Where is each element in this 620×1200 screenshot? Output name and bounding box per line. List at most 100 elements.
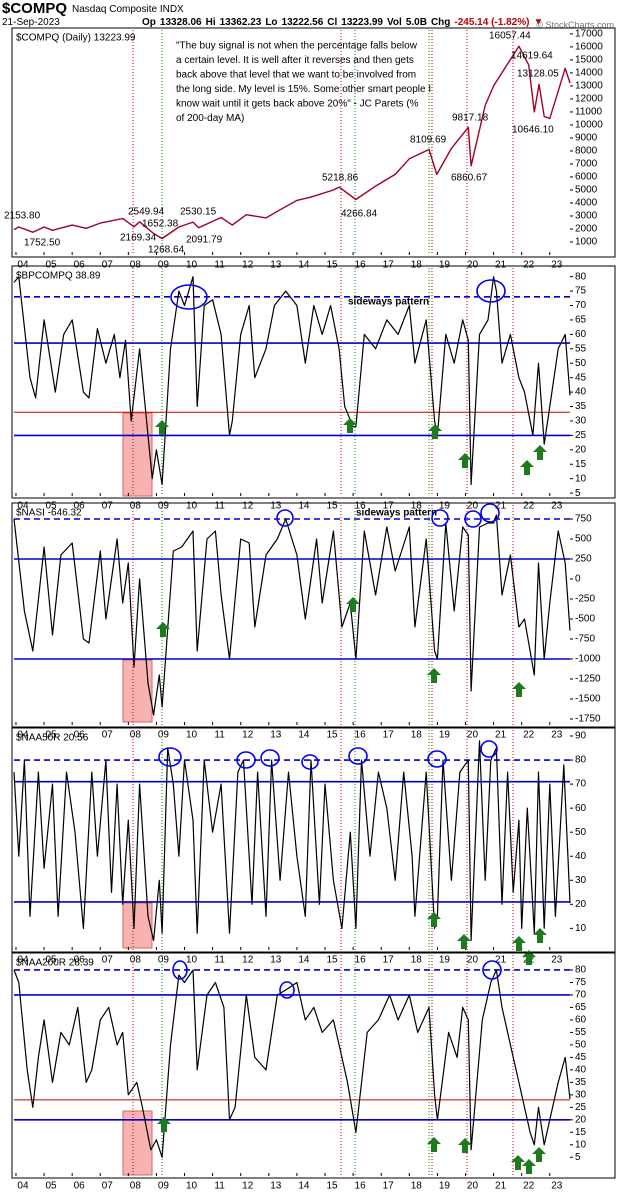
x-tick-label: 17	[383, 1181, 395, 1192]
panel-frame	[11, 952, 616, 1179]
panel-title: $BPCOMPQ 38.89	[16, 271, 101, 282]
x-tick-label: 20	[467, 260, 479, 271]
y-tick-label: 30	[575, 416, 587, 427]
highlight-circle	[476, 279, 506, 303]
down-triangle: ▼	[533, 17, 544, 28]
y-tick-label: -500	[575, 614, 595, 625]
x-tick-label: 07	[102, 1181, 114, 1192]
y-tick-label: 4000	[575, 198, 598, 209]
x-tick-label: 23	[551, 501, 563, 512]
panel-title: $NAA200R 28.39	[16, 958, 94, 969]
x-tick-label: 10	[186, 955, 198, 966]
stats: Op 13328.06 Hi 13362.23 Lo 13222.56 Cl 13223.99…	[142, 17, 547, 28]
y-tick-label: 3000	[575, 211, 598, 222]
x-tick-label: 08	[130, 260, 142, 271]
y-tick-label: -1000	[575, 654, 601, 665]
x-tick-label: 16	[355, 260, 367, 271]
x-tick-label: 23	[551, 955, 563, 966]
x-tick-label: 21	[495, 955, 507, 966]
x-tick-label: 14	[298, 1181, 310, 1192]
y-tick-label: 40	[575, 1065, 587, 1076]
highlight-circle	[431, 509, 449, 527]
y-tick-label: 16000	[575, 42, 603, 53]
y-tick-label: 60	[575, 803, 587, 814]
series-line	[13, 45, 571, 240]
x-tick-label: 07	[102, 955, 114, 966]
x-tick-label: 09	[158, 1181, 170, 1192]
up-arrow	[427, 912, 441, 927]
y-tick-label: 14000	[575, 68, 603, 79]
x-tick-label: 15	[326, 1181, 338, 1192]
stat-label: Chg	[430, 17, 451, 28]
x-tick-label: 07	[102, 260, 114, 271]
stat-label: Vol	[386, 17, 402, 28]
x-tick-label: 10	[186, 501, 198, 512]
x-tick-label: 13	[270, 955, 282, 966]
highlight-circle	[260, 749, 280, 767]
x-tick-label: 08	[130, 955, 142, 966]
x-tick-label: 12	[242, 955, 254, 966]
y-tick-label: 80	[575, 965, 587, 976]
x-tick-label: 04	[17, 1181, 29, 1192]
y-tick-label: 17000	[575, 29, 603, 40]
price-label: 14619.64	[511, 51, 553, 62]
y-tick-label: 70	[575, 779, 587, 790]
x-tick-label: 20	[467, 501, 479, 512]
y-tick-label: 1000	[575, 237, 598, 248]
price-label: 2549.94	[128, 207, 165, 218]
price-label: 13128.05	[517, 69, 559, 80]
stat-value: 13328.06	[159, 17, 202, 28]
y-tick-label: 6000	[575, 172, 598, 183]
x-tick-label: 12	[242, 260, 254, 271]
y-tick-label: 35	[575, 401, 587, 412]
y-tick-label: -1750	[575, 714, 601, 725]
x-tick-label: 20	[467, 1181, 479, 1192]
y-tick-label: 5	[575, 488, 581, 499]
y-tick-label: 30	[575, 1089, 587, 1100]
x-tick-label: 21	[495, 260, 507, 271]
y-tick-label: 30	[575, 875, 587, 886]
y-tick-label: 50	[575, 358, 587, 369]
x-tick-label: 12	[242, 501, 254, 512]
y-tick-label: 50	[575, 827, 587, 838]
x-tick-label: 09	[158, 730, 170, 741]
panel-frame	[11, 265, 616, 499]
y-tick-label: 90	[575, 731, 587, 742]
panel-frame	[11, 502, 616, 728]
y-tick-label: 75	[575, 286, 587, 297]
up-arrow	[156, 622, 170, 637]
x-tick-label: 17	[383, 260, 395, 271]
x-tick-label: 06	[74, 501, 86, 512]
x-tick-label: 11	[214, 260, 225, 271]
stat-label: Cl	[327, 17, 338, 28]
x-tick-label: 19	[439, 1181, 451, 1192]
x-tick-label: 05	[45, 955, 57, 966]
x-tick-label: 11	[214, 501, 225, 512]
highlight-circle	[158, 747, 182, 767]
price-label: 9817.18	[452, 113, 489, 124]
y-tick-label: 80	[575, 271, 587, 282]
y-tick-label: 15	[575, 1127, 587, 1138]
x-tick-label: 08	[130, 1181, 142, 1192]
up-arrow	[343, 418, 357, 433]
highlight-circle	[279, 981, 295, 999]
x-tick-label: 15	[326, 260, 338, 271]
x-tick-label: 15	[326, 955, 338, 966]
x-tick-label: 10	[186, 260, 198, 271]
x-tick-label: 20	[467, 955, 479, 966]
x-tick-label: 19	[439, 955, 451, 966]
y-tick-label: 20	[575, 444, 587, 455]
x-tick-label: 16	[355, 730, 367, 741]
price-label: 4266.84	[341, 209, 378, 220]
up-arrow	[520, 460, 534, 475]
up-arrow	[522, 950, 536, 965]
y-tick-label: 250	[575, 554, 592, 565]
y-tick-label: 10	[575, 923, 587, 934]
y-tick-label: 11000	[575, 107, 603, 118]
x-tick-label: 16	[355, 501, 367, 512]
price-label: 1652.38	[142, 219, 179, 230]
panel-frame	[11, 727, 616, 953]
price-label: 2153.80	[4, 211, 41, 222]
